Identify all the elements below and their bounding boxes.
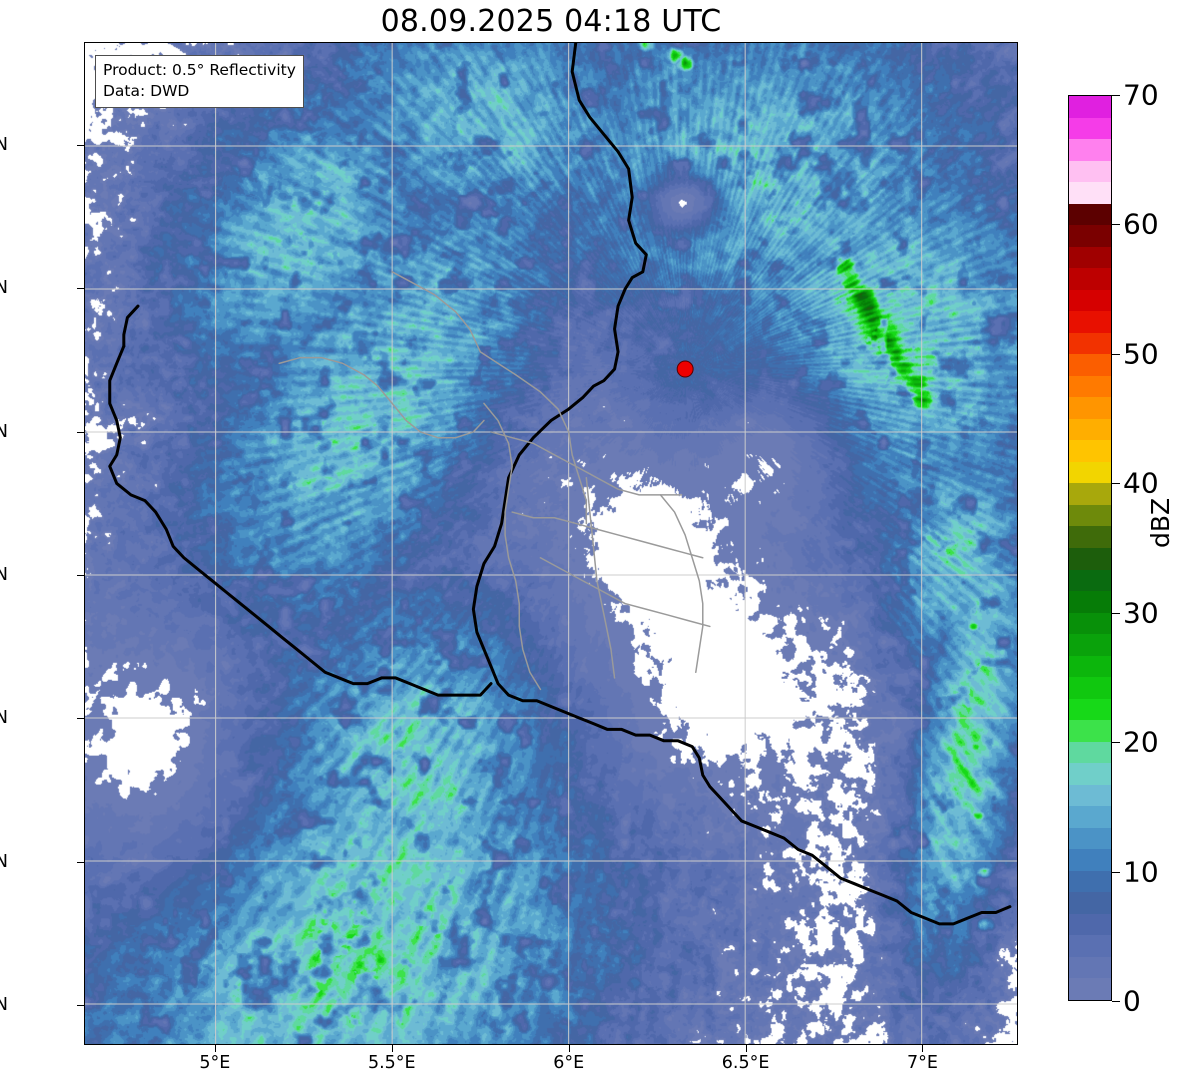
colorbar-band [1069, 482, 1111, 505]
colorbar-band [1069, 245, 1111, 269]
colorbar-band [1069, 977, 1111, 1000]
colorbar-tick-mark [1112, 871, 1120, 873]
colorbar-band [1069, 116, 1111, 140]
y-axis-tick-label: 50.25°N [0, 278, 8, 299]
colorbar-tick-label: 0 [1123, 984, 1141, 1018]
colorbar-band [1069, 546, 1111, 570]
y-axis-tick-label: 49.75°N [0, 565, 8, 586]
colorbar-tick-mark [1112, 224, 1120, 226]
colorbar-tick-label: 20 [1123, 725, 1159, 759]
colorbar-axis-label: dBZ [1146, 497, 1175, 548]
y-axis-tick-label: 49.25°N [0, 851, 8, 872]
colorbar-band [1069, 740, 1111, 764]
x-axis-tick-label: 6.5°E [721, 1053, 770, 1073]
colorbar-band [1069, 568, 1111, 592]
y-axis-tick-label: 49.5°N [0, 708, 8, 729]
colorbar-band [1069, 869, 1111, 893]
colorbar-tick-mark [1112, 483, 1120, 485]
colorbar-tick-mark [1112, 612, 1120, 614]
x-axis-tick-mark [391, 1045, 393, 1052]
colorbar-band [1069, 310, 1111, 333]
y-axis-tick-mark [77, 861, 84, 863]
colorbar-band [1069, 331, 1111, 355]
colorbar-band [1069, 159, 1111, 183]
colorbar-band [1069, 719, 1111, 742]
y-axis-tick-mark [77, 575, 84, 577]
colorbar-band [1069, 805, 1111, 828]
info-product-line: Product: 0.5° Reflectivity [103, 61, 296, 79]
colorbar-band [1069, 353, 1111, 376]
x-axis-tick-mark [568, 1045, 570, 1052]
colorbar-band [1069, 654, 1111, 678]
colorbar-band [1069, 96, 1111, 118]
colorbar-band [1069, 848, 1111, 871]
colorbar-band [1069, 396, 1111, 419]
colorbar-band [1069, 137, 1111, 161]
colorbar-tick-mark [1112, 742, 1120, 744]
y-axis-tick-mark [77, 718, 84, 720]
colorbar-tick-mark [1112, 353, 1120, 355]
x-axis-tick-label: 5°E [199, 1053, 231, 1073]
colorbar-band [1069, 912, 1111, 936]
radar-reflectivity-image [85, 43, 1017, 1044]
colorbar-band [1069, 439, 1111, 462]
colorbar-band [1069, 460, 1111, 484]
map-plot-area[interactable]: Product: 0.5° Reflectivity Data: DWD [84, 42, 1018, 1045]
colorbar[interactable] [1068, 95, 1112, 1001]
colorbar-tick-label: 50 [1123, 337, 1159, 371]
x-axis-tick-mark [745, 1045, 747, 1052]
colorbar-band [1069, 633, 1111, 656]
colorbar-band [1069, 374, 1111, 398]
y-axis-tick-mark [77, 431, 84, 433]
colorbar-band [1069, 589, 1111, 613]
product-info-box: Product: 0.5° Reflectivity Data: DWD [95, 55, 304, 108]
colorbar-band [1069, 525, 1111, 548]
colorbar-band [1069, 891, 1111, 914]
colorbar-band [1069, 611, 1111, 635]
colorbar-tick-mark [1112, 1001, 1120, 1002]
colorbar-band [1069, 288, 1111, 312]
colorbar-band [1069, 934, 1111, 957]
colorbar-band [1069, 267, 1111, 290]
y-axis-tick-mark [77, 1004, 84, 1006]
x-axis-tick-label: 5.5°E [367, 1053, 416, 1073]
colorbar-band [1069, 417, 1111, 441]
info-data-line: Data: DWD [103, 81, 190, 100]
x-axis-tick-mark [214, 1045, 216, 1052]
colorbar-band [1069, 955, 1111, 979]
y-axis-tick-label: 49°N [0, 994, 8, 1015]
colorbar-band [1069, 503, 1111, 527]
x-axis-tick-label: 7°E [906, 1053, 938, 1073]
colorbar-band [1069, 224, 1111, 247]
colorbar-tick-label: 40 [1123, 466, 1159, 500]
colorbar-band [1069, 202, 1111, 226]
y-axis-tick-label: 50°N [0, 421, 8, 442]
colorbar-band [1069, 762, 1111, 785]
colorbar-tick-label: 70 [1123, 78, 1159, 112]
y-axis-tick-mark [77, 288, 84, 290]
y-axis-tick-label: 50.5°N [0, 135, 8, 156]
colorbar-band [1069, 826, 1111, 850]
page-title: 08.09.2025 04:18 UTC [380, 4, 722, 39]
colorbar-band [1069, 783, 1111, 807]
colorbar-band [1069, 676, 1111, 699]
colorbar-tick-label: 30 [1123, 596, 1159, 630]
colorbar-tick-mark [1112, 95, 1120, 96]
colorbar-tick-label: 60 [1123, 207, 1159, 241]
colorbar-band [1069, 697, 1111, 721]
x-axis-tick-mark [922, 1045, 924, 1052]
x-axis-tick-label: 6°E [553, 1053, 585, 1073]
y-axis-tick-mark [77, 145, 84, 147]
colorbar-tick-label: 10 [1123, 855, 1159, 889]
colorbar-band [1069, 181, 1111, 204]
